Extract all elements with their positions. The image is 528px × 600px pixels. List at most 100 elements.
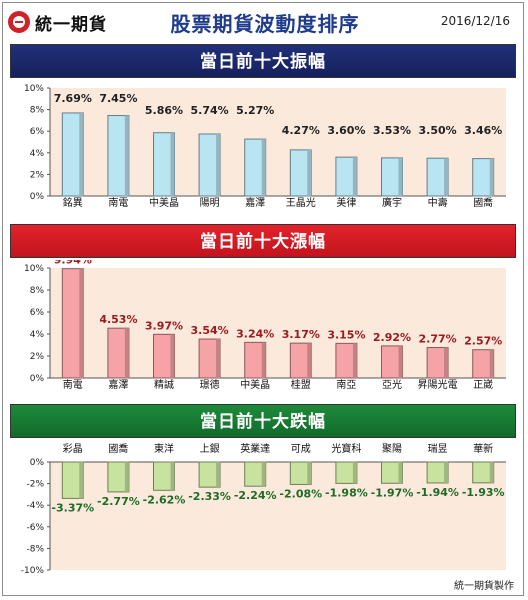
category-label: 可成 (291, 443, 311, 455)
data-label: -1.93% (462, 486, 505, 499)
category-label: 陽明 (200, 197, 220, 209)
bar (289, 149, 312, 197)
category-label: 中壽 (428, 196, 448, 209)
category-label: 璟德 (200, 378, 220, 391)
amplitude-chart-title: 當日前十大振幅 (10, 44, 516, 78)
category-label: 美律 (336, 196, 356, 209)
bar-shade (79, 462, 84, 499)
category-label: 中美晶 (240, 378, 270, 391)
y-tick-label: 0% (30, 458, 45, 468)
bar-shade (170, 462, 175, 491)
y-tick-label: 10% (24, 264, 44, 274)
y-tick-label: 4% (30, 149, 45, 159)
losers-chart: 0% -2% -4% -6% -8% -10% -3.37% 彩晶 -2.77% 國喬 -2.62%… (21, 442, 506, 576)
y-tick-label: -6% (26, 523, 44, 533)
bar-shade (216, 339, 221, 378)
bar-shade (398, 157, 403, 196)
bar-shade (124, 328, 129, 378)
data-label: 3.97% (145, 319, 183, 332)
data-label: 5.86% (145, 104, 183, 117)
y-tick-label: 6% (30, 308, 45, 318)
bar-shade (352, 157, 357, 196)
bar-shade (307, 462, 312, 485)
bar-shade (170, 132, 175, 196)
bar-shade (261, 342, 266, 378)
category-label: 中美晶 (149, 196, 179, 209)
category-label: 南電 (108, 196, 128, 209)
category-label: 華新 (473, 442, 493, 455)
losers-chart-title: 當日前十大跌幅 (10, 404, 516, 438)
data-label: 3.24% (236, 327, 274, 340)
data-label: 3.46% (464, 124, 502, 137)
bar-shade (124, 462, 129, 492)
brand-logo-icon (8, 11, 30, 33)
data-label: 4.53% (99, 313, 137, 326)
data-label: 7.69% (54, 92, 92, 105)
category-label: 廣宇 (382, 196, 402, 209)
bar-shade (352, 462, 357, 484)
y-tick-label: 10% (24, 84, 44, 94)
category-label: 南電 (63, 378, 83, 391)
bar-shade (170, 334, 175, 378)
bar-shade (124, 115, 129, 196)
bar-shade (489, 349, 494, 378)
bar-shade (261, 462, 266, 487)
y-tick-label: -4% (26, 501, 44, 511)
data-label: 2.57% (464, 335, 502, 348)
data-label: 3.60% (327, 124, 365, 137)
bar-shade (261, 139, 266, 196)
bar-shade (79, 268, 84, 378)
category-label: 正崴 (473, 379, 493, 391)
bar (244, 341, 267, 379)
brand-name: 統一期貨 (35, 14, 107, 35)
data-label: -2.24% (234, 489, 277, 502)
category-label: 昇陽光電 (418, 378, 458, 391)
brand-logo: 統一期貨 (8, 8, 107, 36)
bar-shade (444, 462, 449, 483)
y-tick-label: 0% (30, 374, 45, 384)
y-tick-label: 2% (30, 170, 45, 180)
data-label: 5.74% (191, 104, 229, 117)
bar-shade (398, 345, 403, 378)
data-label: 3.54% (191, 324, 229, 337)
data-label: 4.27% (282, 124, 320, 137)
bar (472, 349, 495, 379)
data-label: 2.77% (419, 333, 457, 346)
category-label: 東洋 (154, 442, 174, 455)
y-tick-label: 8% (30, 286, 45, 296)
data-label: -1.98% (325, 486, 368, 499)
page-title: 股票期貨波動度排序 (170, 12, 360, 36)
data-label: 7.45% (99, 92, 137, 105)
category-label: 亞光 (382, 378, 402, 391)
bar (289, 461, 312, 485)
category-label: 聚陽 (382, 443, 402, 455)
y-tick-label: -10% (21, 566, 45, 576)
bar-shade (398, 462, 403, 484)
bar-shade (489, 158, 494, 196)
y-tick-label: 2% (30, 352, 45, 362)
category-label: 光寶科 (331, 442, 361, 455)
category-label: 瑞昱 (428, 443, 448, 455)
bar-shade (307, 149, 312, 196)
category-label: 桂盟 (291, 378, 311, 391)
bar-shade (352, 343, 357, 378)
data-label: 3.15% (327, 328, 365, 341)
bar (472, 158, 495, 197)
amplitude-chart: 0% 2% 4% 6% 8% 10% 7.69% 銘異 7.45% 南電 5.86% 中美晶 5.74%… (24, 84, 506, 209)
bar (244, 138, 267, 197)
footer-credit: 統一期貨製作 (454, 581, 514, 592)
y-tick-label: 8% (30, 106, 45, 116)
data-label: -2.62% (143, 493, 186, 506)
data-label: 9.94% (54, 260, 92, 267)
y-tick-label: 0% (30, 192, 45, 202)
category-label: 國喬 (108, 442, 128, 455)
y-tick-label: 4% (30, 330, 45, 340)
bar (289, 342, 312, 379)
data-label: 3.53% (373, 124, 411, 137)
data-label: -1.97% (371, 486, 414, 499)
bar-shade (444, 158, 449, 196)
bar-shade (307, 343, 312, 378)
y-tick-label: -8% (26, 544, 44, 554)
gainers-chart-title: 當日前十大漲幅 (10, 224, 516, 258)
category-label: 英業達 (240, 442, 270, 455)
